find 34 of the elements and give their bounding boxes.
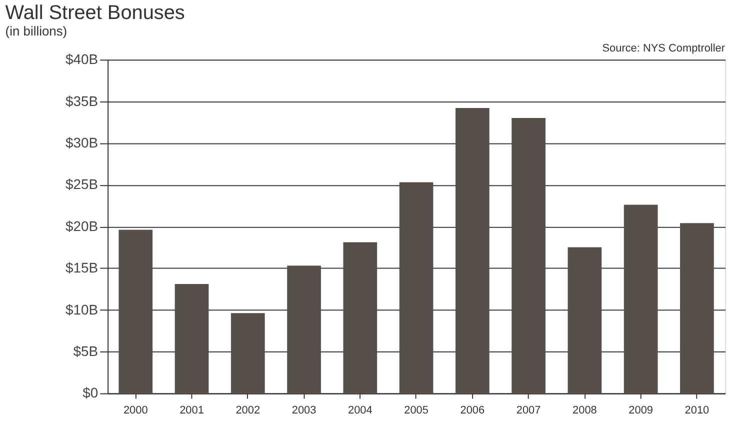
x-tick-label: 2001 [180, 404, 204, 417]
bar [230, 313, 265, 394]
x-tick-label: 2008 [572, 404, 597, 417]
y-tick-label: $30B [66, 134, 98, 151]
x-tick-label: 2006 [460, 404, 485, 417]
chart-title: Wall Street Bonuses [5, 2, 185, 24]
y-tick-label: $0 [82, 384, 98, 401]
x-tick-label: 2003 [292, 404, 316, 417]
y-tick-label: $15B [66, 260, 98, 276]
y-tick-label: $40B [66, 51, 98, 68]
y-tick-label: $10B [66, 301, 98, 318]
bar [343, 242, 378, 394]
bar [512, 118, 546, 394]
y-tick-label: $25B [66, 176, 98, 192]
y-tick-label: $35B [66, 92, 98, 109]
bar [624, 204, 658, 394]
bar [568, 247, 602, 394]
bar [287, 266, 321, 394]
bar [399, 182, 434, 394]
bar [174, 284, 209, 394]
source-note: Source: NYS Comptroller [602, 42, 726, 55]
chart-subtitle: (in billions) [5, 24, 68, 39]
y-tick-label: $20B [66, 218, 98, 234]
x-tick-label: 2002 [236, 404, 260, 417]
bar [118, 230, 153, 394]
bar [680, 223, 714, 394]
x-tick-label: 2010 [684, 404, 710, 417]
x-tick-label: 2005 [404, 404, 428, 417]
y-tick-label: $5B [73, 343, 98, 360]
x-tick-label: 2007 [516, 404, 541, 417]
bar [456, 108, 490, 394]
x-tick-label: 2000 [123, 404, 148, 417]
x-tick-label: 2004 [348, 404, 372, 417]
x-tick-label: 2009 [628, 404, 654, 417]
